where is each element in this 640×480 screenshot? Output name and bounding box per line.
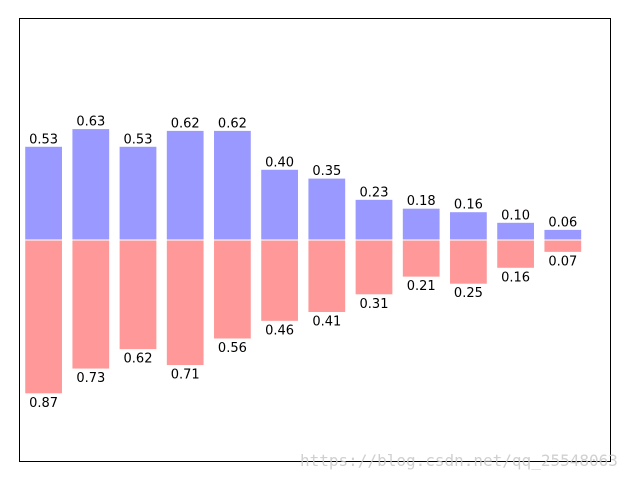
lower-value-label-4: 0.56 <box>218 341 247 356</box>
upper-bar-11 <box>543 228 583 241</box>
upper-value-label-11: 0.06 <box>548 215 577 230</box>
upper-bar-6 <box>307 177 347 241</box>
upper-value-label-3: 0.62 <box>171 116 200 131</box>
lower-bar-9 <box>449 239 488 285</box>
lower-value-label-2: 0.62 <box>124 352 153 367</box>
upper-value-label-6: 0.35 <box>312 164 341 179</box>
upper-value-label-8: 0.18 <box>407 194 436 209</box>
upper-value-label-4: 0.62 <box>218 116 247 131</box>
upper-value-label-5: 0.40 <box>265 155 294 170</box>
lower-bar-6 <box>307 239 347 313</box>
upper-value-label-2: 0.53 <box>124 132 153 147</box>
plot-frame <box>19 18 611 462</box>
lower-value-label-8: 0.21 <box>407 279 436 294</box>
lower-bar-3 <box>165 239 205 367</box>
upper-value-label-9: 0.16 <box>454 198 483 213</box>
upper-value-label-1: 0.63 <box>76 115 105 130</box>
lower-value-label-5: 0.46 <box>265 323 294 338</box>
lower-bar-0 <box>24 239 63 395</box>
lower-bar-5 <box>260 239 299 322</box>
value-labels-layer: 0.53 0.63 0.53 0.62 0.62 0.40 0.35 0.23 0.18 0.16… <box>29 115 577 411</box>
lower-value-label-3: 0.71 <box>171 368 200 383</box>
watermark-text: https://blog.csdn.net/qq_25548063 <box>300 451 618 470</box>
upper-bar-8 <box>401 207 441 241</box>
upper-value-label-0: 0.53 <box>29 132 58 147</box>
upper-bar-10 <box>496 221 535 241</box>
lower-bar-10 <box>496 239 535 269</box>
upper-bar-7 <box>354 198 394 241</box>
lower-value-label-7: 0.31 <box>360 297 389 312</box>
lower-value-label-0: 0.87 <box>29 396 58 411</box>
upper-bar-4 <box>213 129 252 241</box>
lower-bar-7 <box>354 239 394 296</box>
lower-bar-11 <box>543 239 583 253</box>
upper-value-label-7: 0.23 <box>360 185 389 200</box>
lower-value-label-9: 0.25 <box>454 286 483 301</box>
upper-bar-2 <box>118 145 158 241</box>
upper-bar-0 <box>24 145 63 241</box>
lower-bar-4 <box>213 239 252 340</box>
upper-bar-3 <box>165 129 205 241</box>
bars-layer <box>24 128 583 395</box>
upper-bar-1 <box>71 128 111 241</box>
upper-bar-5 <box>260 168 299 241</box>
lower-value-label-11: 0.07 <box>548 254 577 269</box>
lower-bar-8 <box>401 239 441 278</box>
lower-bar-2 <box>118 239 158 351</box>
lower-value-label-1: 0.73 <box>76 371 105 386</box>
lower-bar-1 <box>71 239 111 370</box>
upper-value-label-10: 0.10 <box>501 208 530 223</box>
upper-bar-9 <box>449 211 488 241</box>
lower-value-label-10: 0.16 <box>501 270 530 285</box>
lower-value-label-6: 0.41 <box>312 314 341 329</box>
